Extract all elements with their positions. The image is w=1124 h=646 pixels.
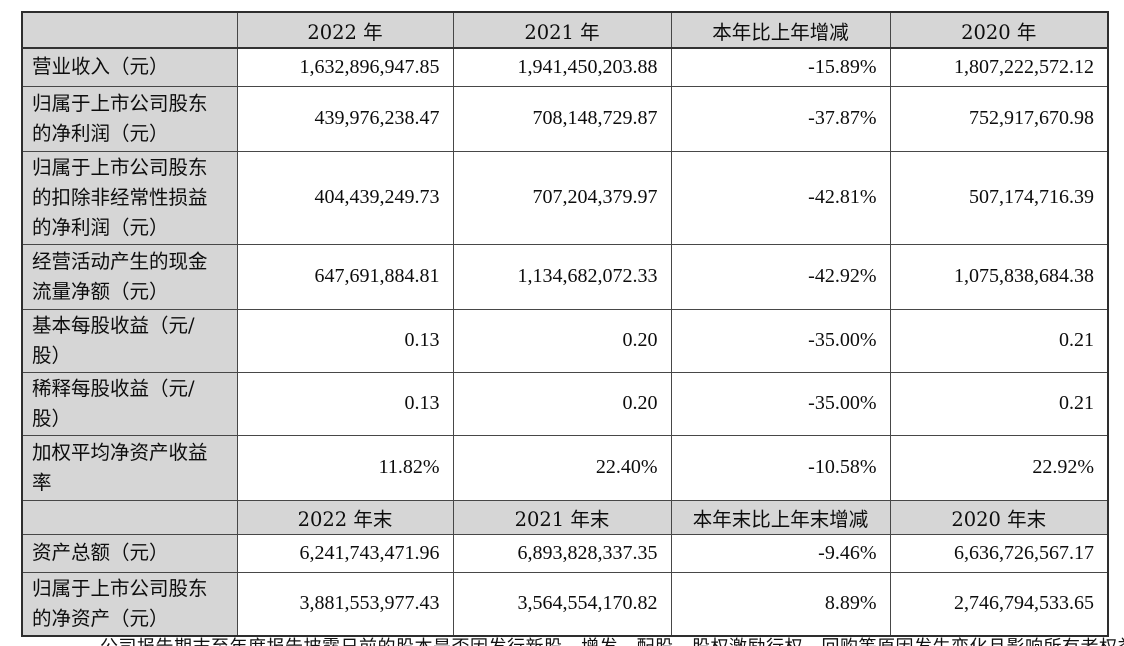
value-cell: 8.89% xyxy=(670,571,891,636)
year-end-header-cell-2021: 2021 年末 xyxy=(452,499,672,535)
value-cell: -10.58% xyxy=(670,434,891,501)
value-cell: 6,636,726,567.17 xyxy=(889,533,1109,573)
year-end-header-cell-2022: 2022 年末 xyxy=(236,499,454,535)
value-cell: 3,564,554,170.82 xyxy=(452,571,672,636)
truncated-note-text: 公司报告期末至年度报告披露日前的股本是否因发行新股、增发、配股、股权激励行权、回… xyxy=(100,637,1124,646)
year-header-cell-2022: 2022 年 xyxy=(236,11,454,49)
row-label-cell: 资产总额（元） xyxy=(21,533,238,573)
value-cell: -35.00% xyxy=(670,371,891,436)
value-cell: 11.82% xyxy=(236,434,454,501)
value-cell: 1,075,838,684.38 xyxy=(889,243,1109,310)
year-header-cell-change: 本年比上年增减 xyxy=(670,11,891,49)
table-row-weighted-avg-roe: 加权平均净资产收益率 11.82% 22.40% -10.58% 22.92% xyxy=(21,434,1109,501)
row-label-cell: 归属于上市公司股东的扣除非经常性损益的净利润（元） xyxy=(21,150,238,245)
table-row-total-assets: 资产总额（元） 6,241,743,471.96 6,893,828,337.3… xyxy=(21,533,1109,573)
value-cell: 0.21 xyxy=(889,308,1109,373)
value-cell: 1,941,450,203.88 xyxy=(452,47,672,87)
value-cell: 1,134,682,072.33 xyxy=(452,243,672,310)
value-cell: 22.92% xyxy=(889,434,1109,501)
row-label-cell: 归属于上市公司股东的净利润（元） xyxy=(21,85,238,152)
value-cell: 1,807,222,572.12 xyxy=(889,47,1109,87)
value-cell: 2,746,794,533.65 xyxy=(889,571,1109,636)
year-header-cell-2020: 2020 年 xyxy=(889,11,1109,49)
year-header-cell-2021: 2021 年 xyxy=(452,11,672,49)
truncated-note: 公司报告期末至年度报告披露日前的股本是否因发行新股、增发、配股、股权激励行权、回… xyxy=(100,636,1124,646)
table-row-net-assets: 归属于上市公司股东的净资产（元） 3,881,553,977.43 3,564,… xyxy=(21,571,1109,636)
year-end-header-cell-2020: 2020 年末 xyxy=(889,499,1109,535)
year-end-header-cell-change: 本年末比上年末增减 xyxy=(670,499,891,535)
table-row-diluted-eps: 稀释每股收益（元/股） 0.13 0.20 -35.00% 0.21 xyxy=(21,371,1109,436)
value-cell: -15.89% xyxy=(670,47,891,87)
value-cell: 3,881,553,977.43 xyxy=(236,571,454,636)
value-cell: 0.13 xyxy=(236,308,454,373)
table-row-net-profit: 归属于上市公司股东的净利润（元） 439,976,238.47 708,148,… xyxy=(21,85,1109,152)
value-cell: -37.87% xyxy=(670,85,891,152)
value-cell: 0.20 xyxy=(452,371,672,436)
row-label-cell: 基本每股收益（元/股） xyxy=(21,308,238,373)
row-label-cell: 归属于上市公司股东的净资产（元） xyxy=(21,571,238,636)
row-label-cell: 加权平均净资产收益率 xyxy=(21,434,238,501)
value-cell: 708,148,729.87 xyxy=(452,85,672,152)
value-cell: 507,174,716.39 xyxy=(889,150,1109,245)
table-row-basic-eps: 基本每股收益（元/股） 0.13 0.20 -35.00% 0.21 xyxy=(21,308,1109,373)
value-cell: 0.20 xyxy=(452,308,672,373)
value-cell: 647,691,884.81 xyxy=(236,243,454,310)
year-end-header-row: 2022 年末 2021 年末 本年末比上年末增减 2020 年末 xyxy=(21,499,1109,535)
value-cell: 6,241,743,471.96 xyxy=(236,533,454,573)
value-cell: 752,917,670.98 xyxy=(889,85,1109,152)
value-cell: 0.13 xyxy=(236,371,454,436)
row-label-cell: 稀释每股收益（元/股） xyxy=(21,371,238,436)
value-cell: 439,976,238.47 xyxy=(236,85,454,152)
table-row-net-profit-deducted: 归属于上市公司股东的扣除非经常性损益的净利润（元） 404,439,249.73… xyxy=(21,150,1109,245)
value-cell: 1,632,896,947.85 xyxy=(236,47,454,87)
value-cell: 707,204,379.97 xyxy=(452,150,672,245)
value-cell: 6,893,828,337.35 xyxy=(452,533,672,573)
corner-cell xyxy=(21,11,238,49)
corner-cell xyxy=(21,499,238,535)
value-cell: -35.00% xyxy=(670,308,891,373)
value-cell: 22.40% xyxy=(452,434,672,501)
row-label-cell: 营业收入（元） xyxy=(21,47,238,87)
value-cell: -42.92% xyxy=(670,243,891,310)
table-row-revenue: 营业收入（元） 1,632,896,947.85 1,941,450,203.8… xyxy=(21,47,1109,87)
value-cell: 0.21 xyxy=(889,371,1109,436)
financial-summary-table: 2022 年 2021 年 本年比上年增减 2020 年 营业收入（元） 1,6… xyxy=(21,11,1109,637)
year-header-row: 2022 年 2021 年 本年比上年增减 2020 年 xyxy=(21,11,1109,49)
value-cell: -9.46% xyxy=(670,533,891,573)
table-row-operating-cash-flow: 经营活动产生的现金流量净额（元） 647,691,884.81 1,134,68… xyxy=(21,243,1109,310)
value-cell: -42.81% xyxy=(670,150,891,245)
row-label-cell: 经营活动产生的现金流量净额（元） xyxy=(21,243,238,310)
value-cell: 404,439,249.73 xyxy=(236,150,454,245)
